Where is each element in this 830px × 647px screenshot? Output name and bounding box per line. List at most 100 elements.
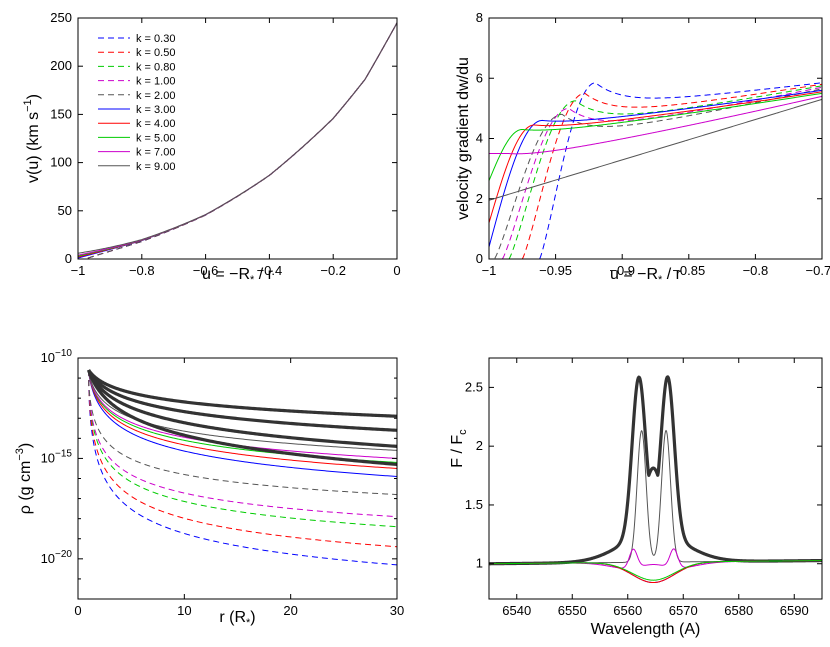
x-axis-label-tail: / r xyxy=(254,266,273,283)
legend-label: k = 0.80 xyxy=(136,61,175,73)
y-tick-label: 6 xyxy=(476,70,483,85)
y-axis-label-sup: −3 xyxy=(14,448,26,461)
series-line xyxy=(78,22,397,259)
y-tick-label: 10−10 xyxy=(41,348,73,365)
x-tick-label: 6540 xyxy=(502,603,531,618)
series-line xyxy=(489,89,822,248)
legend-label: k = 3.00 xyxy=(136,104,175,116)
x-tick-label: −0.8 xyxy=(129,263,155,278)
y-axis-label-main: F / F xyxy=(449,435,466,468)
plot-area xyxy=(489,82,822,259)
series-line xyxy=(88,370,397,451)
series-line xyxy=(78,22,397,259)
x-axis-label-main: r (R xyxy=(219,609,246,626)
panel-4: 6540 6550 6560 6570 6580 6590 1 1.5 2 2.5 Waveleng… xyxy=(449,357,823,638)
axes-frame xyxy=(488,17,823,260)
y-axis-label-tail: ) xyxy=(17,443,34,448)
profile-line xyxy=(489,560,822,581)
x-tick-label: −0.9 xyxy=(609,263,635,278)
y-tick-exponent: −10 xyxy=(55,348,72,359)
series-line xyxy=(88,370,397,496)
thick-profile-line xyxy=(489,375,822,566)
y-axis-label: velocity gradient dw/du xyxy=(455,57,472,220)
y-axis-label: ρ (g cm−3) xyxy=(14,443,34,514)
y-axis-label-sub: c xyxy=(457,429,469,435)
y-tick-label: 50 xyxy=(58,203,72,218)
y-tick-label: 150 xyxy=(50,106,72,121)
y-tick-label: 100 xyxy=(50,155,72,170)
thick-series-line xyxy=(87,368,397,418)
x-tick-label: 6550 xyxy=(558,603,587,618)
series-line xyxy=(88,370,397,518)
y-tick-label: 4 xyxy=(476,131,483,146)
x-axis-label: u = −R* / r xyxy=(202,266,274,286)
series-line xyxy=(88,370,397,566)
profile-line xyxy=(489,429,822,565)
y-tick-label: 0 xyxy=(476,251,483,266)
x-tick-label: 0 xyxy=(74,603,81,618)
x-axis-label-sub: * xyxy=(250,274,255,286)
legend-label: k = 9.00 xyxy=(136,161,175,173)
plot-area xyxy=(87,368,397,566)
x-tick-label: −0.8 xyxy=(743,263,769,278)
x-tick-label: 20 xyxy=(283,603,297,618)
y-tick-base: 10 xyxy=(41,350,55,365)
series-line xyxy=(88,370,397,469)
y-tick-base: 10 xyxy=(41,551,55,566)
x-axis-label-main: u = −R xyxy=(610,266,658,283)
y-axis-label-tail: ) xyxy=(25,94,42,99)
x-tick-label: −1 xyxy=(482,263,497,278)
x-tick-label: −0.4 xyxy=(257,263,283,278)
panel-1: −1 −0.8 −0.6 −0.4 −0.2 0 0 50 100 150 200 250 k = 0.… xyxy=(22,10,401,286)
x-tick-label: −0.95 xyxy=(539,263,572,278)
axes-frame xyxy=(77,17,398,260)
series-line xyxy=(508,85,822,259)
y-tick-exponent: −20 xyxy=(55,549,72,560)
x-axis-label-tail: / r xyxy=(662,266,681,283)
y-axis-label: F / Fc xyxy=(449,429,469,468)
legend-label: k = 0.50 xyxy=(136,47,175,59)
y-tick-label: 1.5 xyxy=(465,497,483,512)
series-line xyxy=(489,92,822,181)
x-tick-label: 6590 xyxy=(780,603,809,618)
x-tick-label: 0 xyxy=(393,263,400,278)
legend: k = 0.30 k = 0.50 k = 0.80 k = 1.00 k = 2.00… xyxy=(98,33,175,173)
legend-label: k = 0.30 xyxy=(136,33,175,45)
series-line xyxy=(78,22,397,259)
legend-label: k = 4.00 xyxy=(136,118,175,130)
series-line xyxy=(78,22,397,259)
series-line xyxy=(78,22,397,258)
y-tick-base: 10 xyxy=(41,450,55,465)
x-tick-label: 6560 xyxy=(613,603,642,618)
series-line xyxy=(78,22,397,259)
series-line xyxy=(88,370,397,528)
x-tick-label: −0.2 xyxy=(320,263,346,278)
series-line xyxy=(489,98,822,201)
y-tick-label: 8 xyxy=(476,10,483,25)
y-tick-exponent: −15 xyxy=(55,448,72,459)
y-axis-label-main: v(u) (km s xyxy=(25,112,42,183)
y-axis-label-main: ρ (g cm xyxy=(17,461,34,515)
x-axis-label: Wavelength (A) xyxy=(591,621,701,638)
x-tick-label: 6570 xyxy=(669,603,698,618)
y-axis-label: v(u) (km s−1) xyxy=(22,94,42,183)
series-line xyxy=(489,91,822,223)
y-tick-label: 10−20 xyxy=(41,549,73,566)
y-tick-label: 10−15 xyxy=(41,448,73,465)
x-axis-label: u = −R* / r xyxy=(610,266,682,286)
x-tick-label: −1 xyxy=(71,263,86,278)
series-line xyxy=(88,370,397,548)
y-tick-label: 2.5 xyxy=(465,379,483,394)
thick-series-line xyxy=(87,368,397,432)
y-tick-label: 2 xyxy=(476,191,483,206)
x-tick-label: 10 xyxy=(177,603,191,618)
y-tick-label: 250 xyxy=(50,10,72,25)
series-line xyxy=(88,370,397,477)
series-line xyxy=(88,370,397,459)
series-line xyxy=(501,86,822,259)
y-axis-label-sup: −1 xyxy=(22,99,34,112)
plot-area xyxy=(489,375,822,584)
x-tick-label: −0.75 xyxy=(806,263,830,278)
x-axis-label: r (R*) xyxy=(219,609,255,629)
series-line xyxy=(88,370,397,463)
